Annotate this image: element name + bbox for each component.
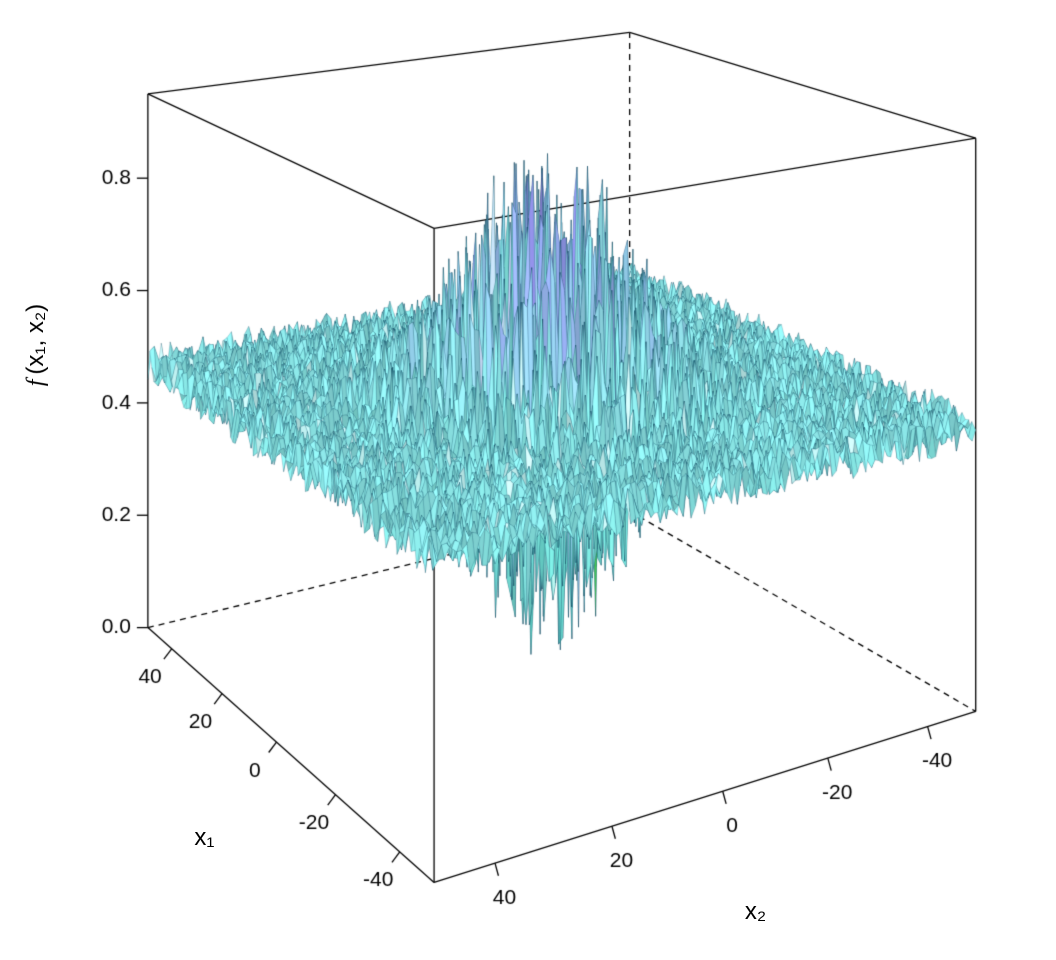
z-axis-label-args: (x₁, x₂) xyxy=(21,303,49,375)
z-axis-label-function: f xyxy=(22,379,49,386)
x1-axis-label: x₁ xyxy=(194,824,215,852)
z-axis-label: f (x₁, x₂) xyxy=(22,304,50,386)
x2-axis-label: x₂ xyxy=(744,897,767,925)
